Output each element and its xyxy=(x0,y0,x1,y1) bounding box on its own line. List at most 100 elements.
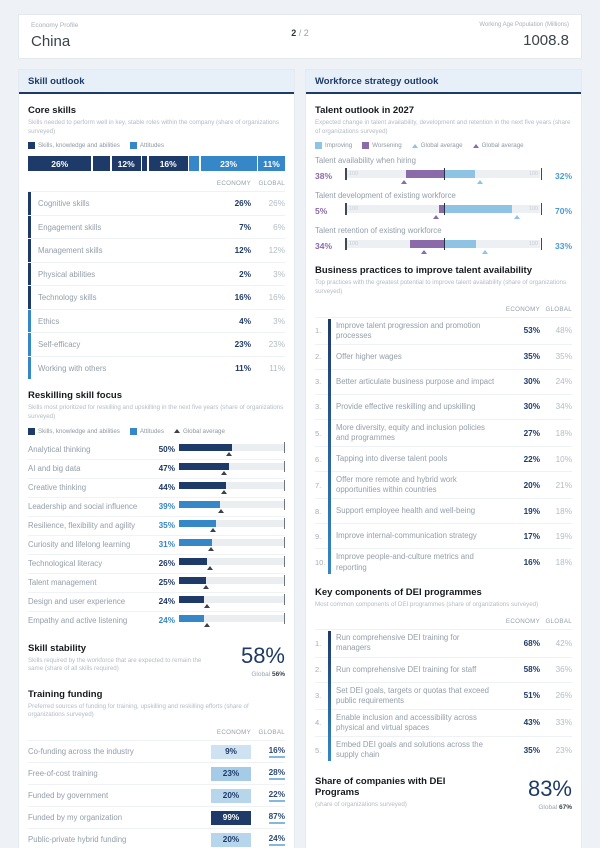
global-average-marker-icon xyxy=(203,604,210,609)
global-value: 26% xyxy=(268,199,285,209)
core-skill-label: Working with others xyxy=(38,363,107,373)
practice-label: Embed DEI goals and solutions across the… xyxy=(336,740,483,760)
talent-outlook-row: Talent development of existing workforce… xyxy=(315,191,572,220)
practice-label: Offer higher wages xyxy=(336,351,402,361)
stacked-bar-segment: 26% xyxy=(28,156,92,172)
axis-left-label: 100 xyxy=(349,206,359,213)
core-skills-stacked-bar: 26% 12% 16% 23% 11% xyxy=(28,156,285,172)
talent-outlook-row: Talent availability when hiring 38% 100 100… xyxy=(315,156,572,185)
global-average-marker-icon xyxy=(218,509,225,514)
global-label: Global xyxy=(538,804,558,812)
improving-global-marker-icon xyxy=(481,250,488,255)
talent-outlook-row: Talent retention of existing workforce 34… xyxy=(315,226,572,255)
talent-outlook-bar-line: 34% 100 100 33% xyxy=(315,238,572,255)
economy-value: 51% xyxy=(523,691,540,701)
skill-stability-global: Global 56% xyxy=(215,671,285,678)
ranked-list-row: 5. More diversity, equity and inclusion p… xyxy=(315,418,572,446)
global-column-header: GLOBAL xyxy=(545,305,572,313)
training-funding-table: Co-funding across the industry 9% 16% Free-… xyxy=(28,740,285,848)
rank-gradient-strip xyxy=(328,318,331,574)
axis-left-tick xyxy=(345,203,347,216)
legend-item: Global average xyxy=(173,428,225,435)
reskilling-title: Reskilling skill focus xyxy=(28,390,122,402)
dei-components-list: 1. Run comprehensive DEI training for man… xyxy=(315,629,572,763)
legend-item: Improving xyxy=(315,142,352,150)
worsening-global-marker-icon xyxy=(401,180,408,185)
core-skill-label: Technology skills xyxy=(38,293,97,303)
economy-value-chip: 20% xyxy=(211,832,251,847)
axis-right-label: 100 xyxy=(528,241,538,248)
training-funding-subtitle: Preferred sources of funding for trainin… xyxy=(28,702,249,719)
country-title: China xyxy=(31,33,71,50)
legend-item: Attitudes xyxy=(129,142,164,150)
dei-components-table-head: ECONOMY GLOBAL xyxy=(315,618,572,629)
ranked-list-row: 3. Set DEI goals, targets or quotas that … xyxy=(315,681,572,709)
business-practices-title: Business practices to improve talent ava… xyxy=(315,265,532,277)
global-value: 33% xyxy=(555,718,572,728)
global-value: 18% xyxy=(555,428,572,438)
core-skills-block: Core skills Skills needed to perform wel… xyxy=(28,105,285,380)
core-skills-subtitle: Skills needed to perform well in key, st… xyxy=(28,119,279,135)
worsening-swatch-icon xyxy=(362,142,370,150)
dei-components-block: Key components of DEI programmes Most co… xyxy=(315,587,572,764)
rank-gradient-strip xyxy=(328,631,331,762)
reskilling-value: 24% xyxy=(158,597,175,607)
global-value: 67% xyxy=(558,804,572,812)
talent-outlook-bar-line: 5% 100 100 70% xyxy=(315,203,572,220)
economy-column-header: ECONOMY xyxy=(505,305,540,313)
improving-global-marker-icon xyxy=(514,215,521,220)
reskilling-skill-label: Design and user experience xyxy=(28,597,126,607)
economy-value: 16% xyxy=(523,558,540,568)
reskilling-value: 35% xyxy=(158,521,175,531)
page-indicator: 2 / 2 xyxy=(255,22,345,38)
skill-stability-title: Skill stability xyxy=(28,642,87,654)
stacked-bar-segment: 16% xyxy=(148,156,188,172)
center-axis-line xyxy=(443,168,445,181)
improving-bar-fill xyxy=(443,205,513,214)
global-average-marker-icon xyxy=(411,143,418,148)
training-funding-table-head: ECONOMY GLOBAL xyxy=(28,729,285,740)
training-funding-row: Funded by government 20% 22% xyxy=(28,784,285,806)
diverging-bar-track: 100 100 xyxy=(345,238,542,255)
bar-fill xyxy=(179,501,221,509)
global-value: 11% xyxy=(269,363,285,373)
global-value: 87% xyxy=(251,812,285,824)
core-skill-row: Self-efficacy 23% 23% xyxy=(28,332,285,356)
reskilling-value: 39% xyxy=(158,502,175,512)
global-value-underline: 28% xyxy=(268,768,285,780)
reskilling-row: Technological literacy 26% xyxy=(28,553,285,573)
page-total: 2 xyxy=(303,28,309,38)
ranked-list-row: 2. Run comprehensive DEI training for sta… xyxy=(315,656,572,682)
economy-value-chip: 99% xyxy=(211,810,251,825)
reskilling-block: Reskilling skill focus Skills most prior… xyxy=(28,390,285,629)
core-skills-legend: Skills, knowledge and abilities Attitudes xyxy=(28,142,285,150)
legend-item: Skills, knowledge and abilities xyxy=(28,142,120,150)
global-value: 19% xyxy=(555,531,572,541)
reskilling-bar xyxy=(179,441,285,456)
bar-track xyxy=(179,443,285,451)
stacked-bar-segment xyxy=(92,156,111,172)
improving-swatch-icon xyxy=(315,142,322,150)
improving-global-marker-icon xyxy=(476,180,483,185)
rank-number: 2. xyxy=(315,352,322,362)
reskilling-bar xyxy=(179,499,285,514)
dei-components-subtitle: Most common components of DEI programmes… xyxy=(315,600,539,608)
rank-number: 6. xyxy=(315,454,322,464)
training-funding-row: Public-private hybrid funding 20% 24% xyxy=(28,828,285,848)
bar-fill xyxy=(179,539,212,547)
skills-category-strip xyxy=(28,286,31,309)
practice-label: Improve people-and-culture metrics and r… xyxy=(336,552,474,572)
global-average-marker-icon xyxy=(220,471,227,476)
ranked-list-row: 2. Offer higher wages 35% 35% xyxy=(315,343,572,369)
core-skills-table-head: ECONOMY GLOBAL xyxy=(28,180,285,191)
legend-label: Attitudes xyxy=(139,427,164,435)
practice-label: Set DEI goals, targets or quotas that ex… xyxy=(336,685,489,705)
legend-label: Global average xyxy=(481,142,524,150)
global-label: Global xyxy=(251,670,271,678)
attitudes-swatch-icon xyxy=(129,427,137,435)
global-value-underline: 16% xyxy=(268,746,285,758)
dei-share-title: Share of companies with DEI Programs xyxy=(315,776,446,799)
diverging-bar-track: 100 100 xyxy=(345,203,542,220)
core-skill-label: Physical abilities xyxy=(38,269,96,279)
bar-track xyxy=(179,482,285,490)
